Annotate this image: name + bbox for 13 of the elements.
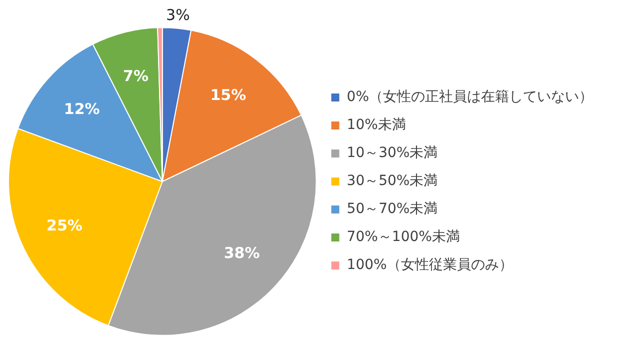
data-label: 12% <box>64 100 100 118</box>
data-label: 15% <box>210 86 246 104</box>
legend-label: 100%（女性従業員のみ） <box>346 257 513 274</box>
legend-label: 10%未満 <box>346 117 406 134</box>
legend-label: 0%（女性の正社員は在籍していない） <box>346 89 594 106</box>
data-label: 25% <box>46 216 82 234</box>
legend-label: 50～70%未満 <box>346 201 438 218</box>
data-label: 7% <box>123 67 148 86</box>
data-label: 3% <box>166 6 190 24</box>
data-label: 38% <box>224 244 260 262</box>
legend-label: 30～50%未満 <box>346 173 438 190</box>
legend-label: 70%～100%未満 <box>346 229 460 246</box>
legend-label: 10～30%未満 <box>346 145 438 162</box>
